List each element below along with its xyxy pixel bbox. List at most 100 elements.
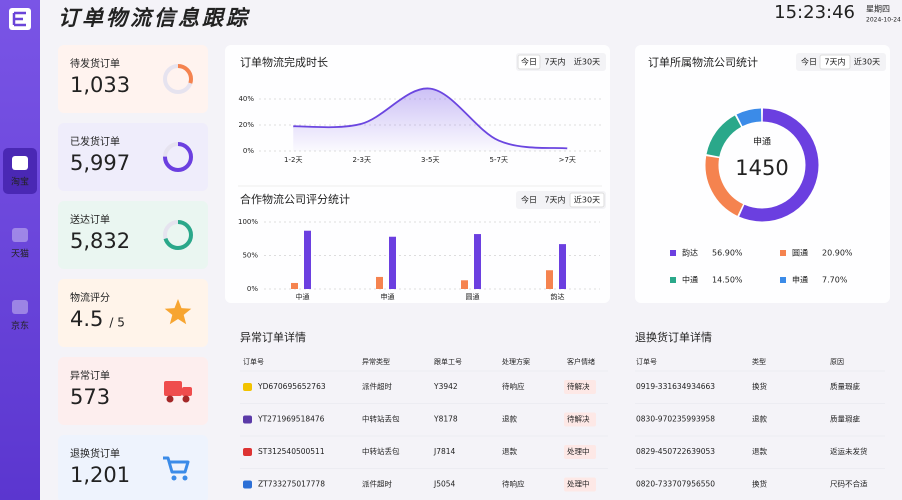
line-area [293, 88, 568, 151]
bar [474, 234, 481, 289]
stat-label: 待发货订单 [70, 57, 120, 70]
tab[interactable]: 近30天 [574, 195, 600, 205]
icon-truck [164, 381, 182, 396]
x-tick-label: 中通 [296, 292, 310, 301]
stat-label: 物流评分 [70, 291, 110, 304]
carrier-logo [243, 415, 252, 424]
donut-center-label: 申通 [753, 136, 771, 148]
y-tick-label: 0% [247, 285, 258, 293]
table-title: 异常订单详情 [240, 330, 306, 344]
table-cell: 中转站丢包 [362, 414, 400, 424]
table-cell: J5054 [433, 480, 456, 489]
stat-value: 1,201 [70, 463, 130, 487]
tab[interactable]: 近30天 [574, 57, 600, 67]
stat-card [58, 201, 208, 269]
donut-slice [736, 108, 762, 127]
sidebar-icon [12, 156, 28, 170]
panel [635, 45, 890, 303]
icon-ring [163, 64, 193, 94]
clock: 15:23:46 [774, 2, 855, 23]
table-header: 订单号 [243, 357, 264, 366]
legend-swatch [670, 250, 676, 256]
sidebar-item[interactable]: 天猫 [11, 248, 29, 260]
icon-wheel [171, 475, 177, 481]
table-cell: 退款 [752, 414, 767, 424]
legend-value: 7.70% [822, 276, 848, 285]
table-header: 客户情绪 [567, 357, 595, 366]
tab[interactable]: 今日 [521, 57, 537, 67]
stat-value: 5,832 [70, 229, 130, 253]
table-header: 原因 [830, 358, 844, 366]
table-cell: 退款 [502, 446, 517, 456]
donut-slice [706, 115, 742, 157]
legend-value: 56.90% [712, 249, 743, 258]
table-header: 跟单工号 [434, 357, 462, 366]
tab[interactable]: 7天内 [544, 57, 565, 67]
table-cell: 质量瑕疵 [830, 381, 860, 391]
table-cell: 待响应 [502, 479, 525, 489]
table-cell: 中转站丢包 [362, 446, 400, 456]
stat-card [58, 279, 208, 347]
icon-cart [163, 456, 190, 474]
stat-suffix: / 5 [109, 316, 125, 330]
status-text: 处理中 [567, 446, 590, 456]
sidebar-active [3, 148, 37, 194]
table-cell: 0830-970235993958 [636, 415, 715, 424]
sidebar-item[interactable]: 京东 [11, 320, 29, 332]
table-cell: 派件超时 [362, 381, 392, 391]
table-cell: 退款 [752, 446, 767, 456]
donut-slice [705, 156, 744, 216]
line [293, 87, 568, 150]
table-cell: 返运未发货 [830, 446, 868, 456]
status-badge [564, 445, 596, 459]
stat-value: 4.5 [70, 307, 103, 331]
tab[interactable]: 7天内 [824, 57, 845, 67]
table-header: 处理方案 [502, 357, 530, 366]
legend-value: 20.90% [822, 249, 853, 258]
table-cell: Y3942 [433, 382, 458, 391]
table-cell: 0820-733707956550 [636, 480, 715, 489]
x-tick-label: 3-5天 [421, 156, 439, 164]
table-header: 订单号 [636, 357, 657, 366]
table-cell: J7814 [433, 447, 456, 456]
table-cell: ST312540500511 [258, 447, 325, 456]
stat-label: 退换货订单 [70, 447, 120, 460]
legend-label: 申通 [792, 275, 808, 285]
y-tick-label: 50% [242, 252, 258, 260]
table-cell: 换货 [752, 479, 767, 489]
chart-title: 订单物流完成时长 [240, 55, 328, 69]
table-cell: ZT733275017778 [258, 480, 325, 489]
legend-swatch [780, 250, 786, 256]
x-tick-label: 韵达 [551, 292, 565, 301]
legend-label: 韵达 [682, 248, 698, 258]
donut-center-value: 1450 [735, 156, 788, 180]
status-badge [564, 477, 596, 492]
icon-truck [182, 387, 192, 396]
sidebar [0, 0, 40, 500]
icon-wheel [182, 395, 190, 403]
legend-swatch [780, 277, 786, 283]
table-cell: 派件超时 [362, 479, 392, 489]
tab[interactable]: 近30天 [854, 57, 880, 67]
status-text: 待解决 [567, 414, 590, 424]
tab-active [819, 54, 851, 70]
panel [225, 45, 610, 303]
tab[interactable]: 7天内 [544, 195, 565, 205]
y-tick-label: 100% [238, 218, 258, 226]
date: 2024-10-24 [866, 17, 901, 24]
sidebar-item[interactable]: 淘宝 [11, 176, 29, 188]
stat-label: 异常订单 [70, 369, 110, 382]
stat-card [58, 45, 208, 113]
logo-mark [12, 11, 26, 27]
stat-label: 已发货订单 [70, 135, 120, 148]
tab[interactable]: 今日 [801, 57, 817, 67]
icon-ring [163, 220, 193, 250]
icon-ring [163, 142, 193, 172]
legend-value: 14.50% [712, 276, 743, 285]
table-cell: YT271969518476 [257, 415, 325, 424]
stat-card [58, 123, 208, 191]
tab[interactable]: 今日 [521, 195, 537, 205]
carrier-logo [243, 383, 252, 391]
table-cell: 换货 [752, 381, 767, 391]
